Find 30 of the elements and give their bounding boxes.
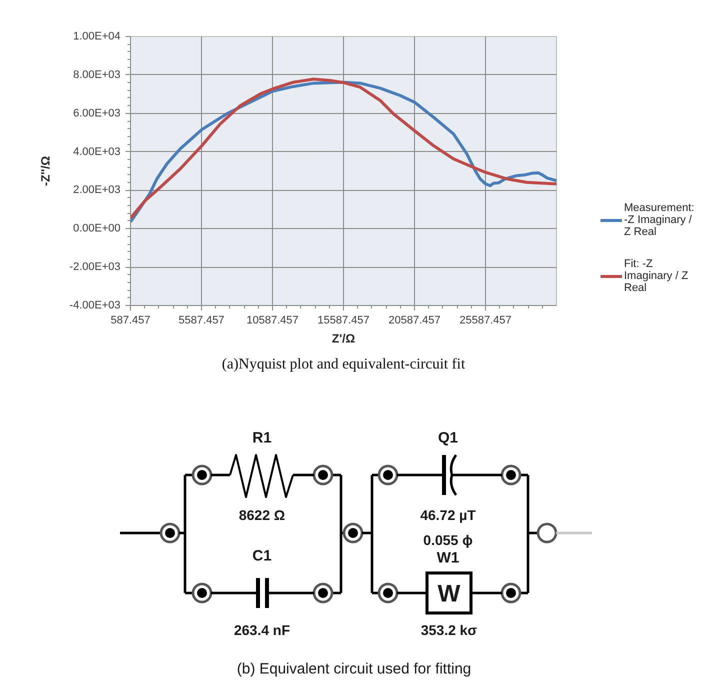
x-axis-title: Z'/Ω <box>332 332 356 346</box>
x-tick-label: 587.457 <box>110 314 150 326</box>
text: W <box>438 580 461 608</box>
text: 46.72 µT <box>420 507 476 523</box>
y-tick-label: 2.00E+03 <box>73 184 120 196</box>
x-tick-label: 5587.457 <box>178 314 224 326</box>
x-tick-label: 20587.457 <box>388 314 440 326</box>
x-tick-label: 15587.457 <box>318 314 370 326</box>
text: W1 <box>436 550 460 566</box>
x-tick-label: 25587.457 <box>460 314 512 326</box>
x-tick-label: 10587.457 <box>246 314 298 326</box>
text: 8622 Ω <box>238 507 286 523</box>
y-tick-label: 8.00E+03 <box>73 68 120 81</box>
text: (a)Nyquist plot and equivalent-circuit fit <box>222 356 466 372</box>
text: 263.4 nF <box>234 622 290 638</box>
y-tick-label: 1.00E+04 <box>73 30 120 42</box>
y-tick-label: -2.00E+03 <box>69 261 121 274</box>
y-tick-label: 4.00E+03 <box>73 146 120 158</box>
text: R1 <box>252 430 272 446</box>
text: 353.2 kσ <box>420 622 478 638</box>
legend-label: Fit: -Z Imaginary / Z Real <box>624 258 688 294</box>
text: (b) Equivalent circuit used for fitting <box>236 660 472 678</box>
y-tick-label: -4.00E+03 <box>69 300 121 312</box>
text: 0.055 ϕ <box>423 532 473 548</box>
text: C1 <box>252 548 272 564</box>
y-tick-label: 6.00E+03 <box>73 107 120 120</box>
text: Q1 <box>438 430 458 446</box>
legend-label: Measurement: -Z Imaginary / Z Real <box>624 202 694 238</box>
y-tick-label: 0.00E+00 <box>73 222 120 235</box>
y-axis-title: -Z''/Ω <box>38 156 52 186</box>
